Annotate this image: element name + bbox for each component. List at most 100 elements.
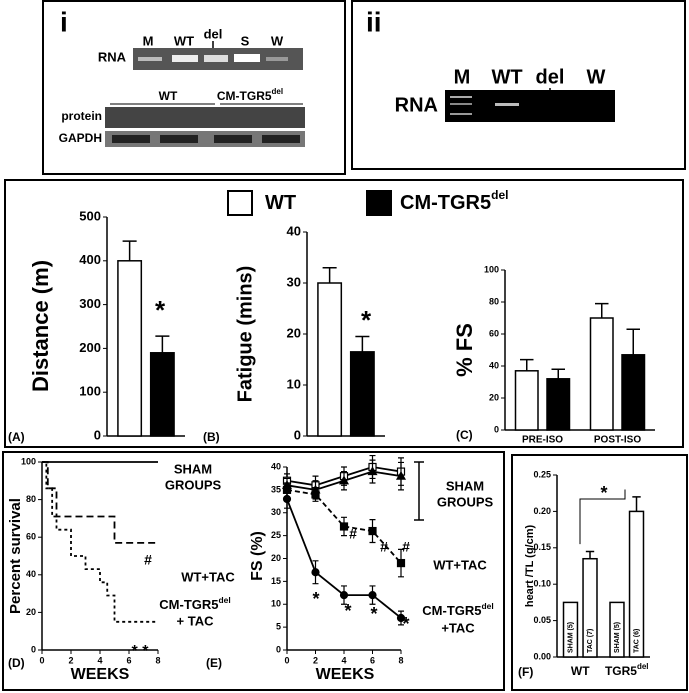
series-label: WT+TAC [181,569,235,584]
x-axis-label: WEEKS [316,666,375,683]
y-tick-label: 40 [26,569,36,579]
band [266,57,288,61]
line [42,461,158,623]
bar [149,352,175,437]
error-bar [155,335,170,353]
y-tick-label: 20 [287,325,301,340]
panel-label: (C) [456,428,473,442]
bar [621,354,646,431]
marker [338,475,350,485]
y-tick-label: 500 [79,208,101,223]
line [286,488,402,564]
annotation: # [380,539,388,555]
text-part: WT [265,192,296,214]
line [42,461,158,544]
y-tick-label: 20 [271,553,281,563]
band [495,103,519,106]
bar-label: SHAM (5) [614,622,621,653]
panel-label: (D) [8,656,25,670]
panel-frame [511,454,688,691]
annotation: * [344,601,351,621]
y-tick-label: 30 [271,507,281,517]
y-axis-label: Distance (m) [28,260,53,392]
legend-swatch [366,190,392,216]
y-tick-label: 25 [271,530,281,540]
x-tick-label: 4 [341,655,346,665]
y-axis-label: Percent survival [7,498,24,614]
y-tick-label: 30 [287,274,301,289]
gel-panel-i: i M WT del S W RNA WT CM-TGR5del protein… [42,0,346,175]
series-label: GROUPS [165,477,222,492]
bar [317,282,343,437]
y-axis-label: heart /TL (g/cm) [524,525,536,608]
annotation: # [402,539,410,555]
annotation: * [155,295,166,325]
series-label: + TAC [177,613,215,628]
y-tick-label: 0.10 [533,579,551,589]
y-tick-label: 40 [287,223,301,238]
y-tick-label: 0 [294,427,301,442]
y-tick-label: 100 [79,384,101,399]
marker [339,522,349,531]
x-tick-label: TGR5del [605,662,649,678]
error-bar [585,550,595,559]
y-tick-label: 0.20 [533,506,551,516]
x-tick-label: POST-ISO [594,435,641,446]
y-tick-label: 40 [271,461,281,471]
superscript: del [219,595,231,605]
series-label: GROUPS [437,494,494,509]
band [172,55,198,62]
y-tick-label: 0.05 [533,615,551,625]
bar [546,378,571,431]
annotation: * [370,604,377,624]
panel-label: ii [366,6,382,37]
band [234,54,260,62]
y-tick-label: 60 [26,532,36,542]
marker [282,494,292,504]
y-tick-label: 5 [276,622,281,632]
series-label: CM-TGR5del [159,595,230,612]
marker [396,558,406,568]
lane-label: del [204,26,223,41]
row-label: protein [61,109,102,123]
y-axis-label: % FS [452,323,477,377]
marker [396,613,406,623]
lane-label: W [271,33,284,48]
legend-label: CM-TGR5del [400,188,508,214]
series-label: WT+TAC [433,557,487,572]
bar-label: SHAM (5) [567,622,574,653]
annotation: * [361,305,372,335]
panel-frame [2,451,505,691]
y-axis-label: Fatigue (mins) [234,266,256,403]
group-bracket [414,461,424,521]
panel-frame [42,0,346,175]
y-axis-label: FS (%) [249,531,266,581]
marker [368,590,377,600]
annotation: # [349,526,357,542]
annotation: * [312,589,319,609]
gel [105,131,305,147]
lane-label: M [454,66,471,88]
x-tick-label: 2 [313,655,318,665]
marker [339,590,349,600]
y-tick-label: 100 [484,264,499,274]
error-bar [322,266,337,283]
x-tick-label: 8 [155,655,160,665]
text-part: CM-TGR5 [400,192,491,214]
y-tick-label: 300 [79,296,101,311]
y-tick-label: 60 [489,328,499,338]
annotation: * [402,614,409,634]
panel-label: (E) [206,656,222,670]
x-axis-label: WEEKS [71,666,130,683]
row-label: RNA [98,49,127,64]
panel-label: (F) [518,665,533,679]
error-bar [632,496,641,512]
bar [514,370,539,431]
superscript: del [637,662,649,671]
bar-label: TAC (6) [633,629,640,653]
annotation: * [600,483,607,503]
text-part: TGR5 [605,664,637,678]
band [450,113,472,115]
error-bar [355,335,370,352]
